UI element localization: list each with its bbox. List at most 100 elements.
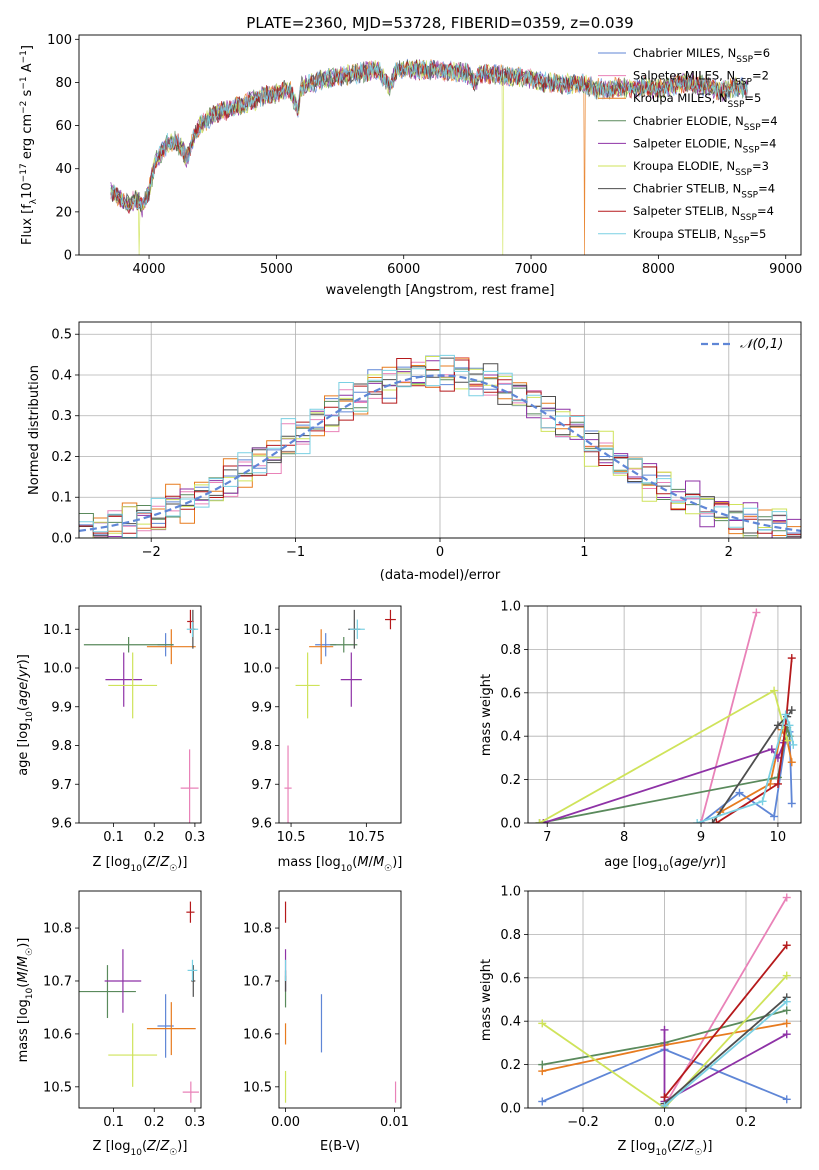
axes-frame [78,890,202,1109]
errorbar-chabrier-elodie [79,965,136,1019]
axes-frame [278,890,402,1109]
x-tick-label: 0.1 [103,830,124,845]
chart-residuals: −2 −1 0 1 2 0.0 0.1 0.2 0.3 0.4 0.5 [51,321,802,560]
plot-area [83,609,199,823]
x-tick-label: 0.3 [185,830,206,845]
errorbar-kroupa-stelib [187,959,198,981]
plot-area [110,58,748,255]
line-chabrier-stelib [711,709,793,823]
axis-ticks: 7 8 9 10 0.0 0.2 0.4 0.6 0.8 1.0 [500,600,786,846]
y-tick-label: 10.1 [243,623,272,638]
series-chabrier-stelib [660,993,791,1108]
y-tick-label: 9.6 [251,817,272,832]
x-tick-label: 0.00 [271,1115,300,1130]
y-tick-label: 9.6 [51,817,72,832]
y-tick-label: 0.5 [51,328,72,343]
chart-weight-vs-Z: −0.2 0.0 0.2 0.0 0.2 0.4 0.6 0.8 1.0 [500,885,802,1131]
axis-ticks: 0.1 0.2 0.3 9.6 9.7 9.8 9.9 10.0 10.1 [43,623,205,845]
errorbar-salpeter-miles [284,745,292,823]
y-tick-label: 10.1 [43,623,72,638]
x-tick-label: 10.5 [277,830,306,845]
y-tick-label: 100 [47,33,72,48]
plot-area [284,609,396,823]
x-tick-label: 0.1 [103,1115,124,1130]
x-tick-label: 0.0 [654,1115,675,1130]
y-tick-label: 9.9 [251,700,272,715]
line-salpeter-stelib [715,658,793,823]
legend-label-salpeter-miles: Salpeter MILES, NSSP=2 [633,69,769,88]
y-tick-label: 0.4 [51,368,72,383]
legend: 𝒩(0,1) [701,337,783,352]
legend: Chabrier MILES, NSSP=6 Salpeter MILES, NS… [598,46,778,246]
series-kroupa-stelib [693,710,798,823]
x-tick-label: −0.2 [567,1115,599,1130]
axis-ticks: 4000 5000 6000 7000 8000 9000 0 20 40 60 80 100 [47,33,802,277]
axis-ticks: −0.2 0.0 0.2 0.0 0.2 0.4 0.6 0.8 1.0 [500,885,756,1131]
errorbar-salpeter-stelib [385,609,396,630]
y-tick-label: 0.2 [500,773,521,788]
x-tick-label: 0.01 [380,1115,409,1130]
errorbar-kroupa-elodie [108,1023,158,1087]
errorbar-kroupa-stelib [186,621,199,637]
y-axis-label: mass weight [479,674,494,756]
y-axis-label: age [log10(age/yr)] [16,654,35,776]
series-salpeter-stelib [660,941,791,1102]
x-tick-label: 0.2 [144,1115,165,1130]
y-tick-label: 80 [55,76,72,91]
x-tick-label: 0 [436,545,444,560]
x-tick-label: 0.2 [736,1115,757,1130]
y-tick-label: 10.5 [43,1080,72,1095]
errorbar-salpeter-stelib [186,901,195,923]
plot-area [538,893,791,1108]
errorbar-kroupa-miles [146,1002,196,1056]
normal-curve [79,374,801,532]
y-tick-label: 9.8 [251,739,272,754]
chart-title: PLATE=2360, MJD=53728, FIBERID=0359, z=0… [246,14,633,32]
chart-spectrum: 4000 5000 6000 7000 8000 9000 0 20 40 60 80 100 [47,33,802,277]
y-tick-label: 1.0 [500,600,521,615]
axes-frame [527,890,802,1109]
line-salpeter-miles [700,612,758,823]
y-tick-label: 9.8 [51,739,72,754]
chart-weight-vs-age: 7 8 9 10 0.0 0.2 0.4 0.6 0.8 1.0 [500,600,802,846]
legend-label-chabrier-stelib: Chabrier STELIB, NSSP=4 [633,182,775,201]
x-tick-label: 0.3 [185,1115,206,1130]
x-axis-label: Z [log10(Z/Z☉)] [93,855,188,874]
y-tick-label: 10.6 [43,1027,72,1042]
legend-label-chabrier-miles: Chabrier MILES, NSSP=6 [633,46,770,65]
legend-label-kroupa-miles: Kroupa MILES, NSSP=5 [633,91,761,110]
y-axis-label: Normed distribution [27,365,42,495]
x-tick-label: 4000 [132,262,165,277]
x-tick-label: 7000 [514,262,547,277]
x-tick-label: 1 [580,545,588,560]
y-tick-label: 0.1 [51,491,72,506]
y-tick-label: 40 [55,162,72,177]
x-tick-label: 8 [620,830,628,845]
x-axis-label: wavelength [Angstrom, rest frame] [326,283,555,298]
x-tick-label: 9000 [769,262,802,277]
y-tick-label: 0.3 [51,409,72,424]
errorbar-kroupa-elodie [108,652,158,719]
errorbar-chabrier-elodie [83,637,174,653]
x-tick-label: 6000 [387,262,420,277]
y-tick-label: 10.0 [43,662,72,677]
x-axis-label: E(B-V) [320,1139,360,1154]
y-tick-label: 20 [55,205,72,220]
x-tick-label: 5000 [260,262,293,277]
y-tick-label: 1.0 [500,885,521,900]
plot-area [79,901,199,1103]
x-axis-label: age [log10(age/yr)] [604,855,726,874]
x-axis-label: mass [log10(M/M☉)] [278,855,403,874]
y-axis-label: mass weight [479,959,494,1041]
line-chabrier-miles [700,731,793,823]
series-kroupa-elodie [535,686,792,823]
axis-ticks: 10.5 10.75 9.6 9.7 9.8 9.9 10.0 10.1 [243,623,385,845]
legend-label-kroupa-stelib: Kroupa STELIB, NSSP=5 [633,227,766,246]
y-tick-label: 0.8 [500,643,521,658]
series-salpeter-stelib [712,654,796,823]
y-tick-label: 10.7 [243,974,272,989]
series-salpeter-miles [697,608,761,823]
chart-mass-vs-Z: 0.1 0.2 0.3 10.5 10.6 10.7 10.8 [43,890,206,1130]
legend-label-chabrier-elodie: Chabrier ELODIE, NSSP=4 [633,114,778,133]
series-chabrier-stelib [708,706,796,823]
